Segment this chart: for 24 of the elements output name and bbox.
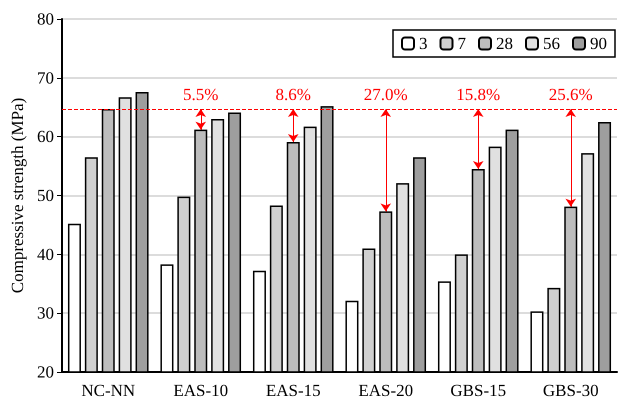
y-axis-title: Compressive strength (MPa) bbox=[8, 98, 27, 294]
y-tick-label: 80 bbox=[37, 10, 54, 28]
y-tick-label: 50 bbox=[37, 186, 54, 205]
y-tick-label: 40 bbox=[37, 244, 54, 264]
annotation: 8.6% bbox=[276, 85, 311, 104]
y-tick-label: 20 bbox=[37, 362, 54, 382]
x-tick-label: GBS-15 bbox=[450, 381, 506, 400]
legend-label: 3 bbox=[419, 34, 428, 53]
y-tick-label: 60 bbox=[37, 127, 54, 146]
annotation: 5.5% bbox=[183, 85, 218, 104]
y-tick-label: 30 bbox=[37, 304, 54, 323]
y-tick-label: 70 bbox=[37, 68, 54, 88]
annotation: 27.0% bbox=[364, 85, 408, 104]
x-tick-label: EAS-15 bbox=[266, 381, 321, 400]
x-tick-label: EAS-10 bbox=[173, 381, 228, 400]
annotation: 25.6% bbox=[548, 85, 593, 104]
x-tick-label: NC-NN bbox=[81, 381, 136, 400]
legend-label: 56 bbox=[543, 34, 560, 53]
legend-label: 7 bbox=[458, 34, 466, 53]
legend-label: 90 bbox=[590, 34, 607, 53]
annotation: 15.8% bbox=[456, 85, 500, 104]
x-tick-label: GBS-30 bbox=[542, 381, 599, 400]
legend-label: 28 bbox=[496, 34, 513, 53]
x-tick-label: EAS-20 bbox=[358, 381, 414, 400]
